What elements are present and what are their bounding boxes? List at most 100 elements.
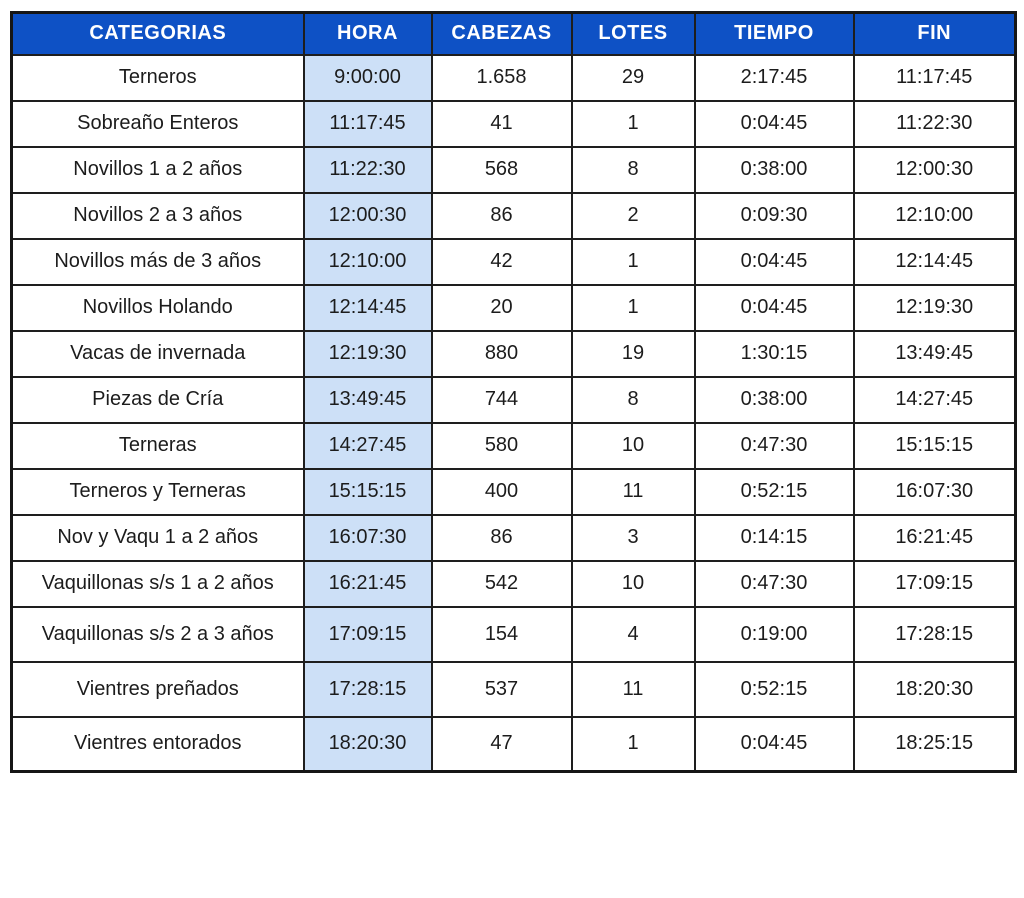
table-row: Vientres entorados 18:20:30 47 1 0:04:45… (10, 715, 1017, 773)
cell-tiempo: 0:04:45 (693, 715, 855, 773)
cell-categoria: Terneras (10, 421, 305, 470)
cell-categoria: Vientres entorados (10, 715, 305, 773)
cell-categoria: Nov y Vaqu 1 a 2 años (10, 513, 305, 562)
cell-lotes: 1 (570, 237, 696, 286)
cell-cabezas: 580 (430, 421, 573, 470)
table-row: Vaquillonas s/s 2 a 3 años 17:09:15 154 … (10, 605, 1017, 663)
cell-tiempo: 0:38:00 (693, 375, 855, 424)
cell-lotes: 1 (570, 283, 696, 332)
cell-cabezas: 537 (430, 660, 573, 718)
cell-fin: 17:28:15 (852, 605, 1017, 663)
cell-hora: 13:49:45 (302, 375, 433, 424)
cell-categoria: Terneros y Terneras (10, 467, 305, 516)
cell-categoria: Vaquillonas s/s 2 a 3 años (10, 605, 305, 663)
cell-cabezas: 744 (430, 375, 573, 424)
table-row: Vacas de invernada 12:19:30 880 19 1:30:… (10, 329, 1017, 378)
cell-tiempo: 2:17:45 (693, 53, 855, 102)
cell-fin: 12:00:30 (852, 145, 1017, 194)
cell-cabezas: 86 (430, 513, 573, 562)
column-header-cabezas: CABEZAS (430, 11, 573, 56)
table-row: Novillos más de 3 años 12:10:00 42 1 0:0… (10, 237, 1017, 286)
cell-categoria: Novillos Holando (10, 283, 305, 332)
cell-hora: 18:20:30 (302, 715, 433, 773)
cell-tiempo: 0:47:30 (693, 421, 855, 470)
cell-categoria: Piezas de Cría (10, 375, 305, 424)
cell-cabezas: 568 (430, 145, 573, 194)
cell-tiempo: 0:04:45 (693, 237, 855, 286)
cell-hora: 9:00:00 (302, 53, 433, 102)
table-row: Sobreaño Enteros 11:17:45 41 1 0:04:45 1… (10, 99, 1017, 148)
cell-tiempo: 0:38:00 (693, 145, 855, 194)
table-row: Piezas de Cría 13:49:45 744 8 0:38:00 14… (10, 375, 1017, 424)
cell-categoria: Vacas de invernada (10, 329, 305, 378)
cell-fin: 11:22:30 (852, 99, 1017, 148)
table-row: Vientres preñados 17:28:15 537 11 0:52:1… (10, 660, 1017, 718)
cell-lotes: 19 (570, 329, 696, 378)
column-header-fin: FIN (852, 11, 1017, 56)
cell-cabezas: 41 (430, 99, 573, 148)
cell-fin: 17:09:15 (852, 559, 1017, 608)
cell-fin: 14:27:45 (852, 375, 1017, 424)
cell-lotes: 1 (570, 715, 696, 773)
cell-categoria: Novillos 2 a 3 años (10, 191, 305, 240)
cell-lotes: 1 (570, 99, 696, 148)
cell-hora: 14:27:45 (302, 421, 433, 470)
table-row: Vaquillonas s/s 1 a 2 años 16:21:45 542 … (10, 559, 1017, 608)
cell-tiempo: 0:52:15 (693, 660, 855, 718)
column-header-hora: HORA (302, 11, 433, 56)
cell-lotes: 4 (570, 605, 696, 663)
cell-categoria: Sobreaño Enteros (10, 99, 305, 148)
table-row: Novillos 2 a 3 años 12:00:30 86 2 0:09:3… (10, 191, 1017, 240)
cell-fin: 13:49:45 (852, 329, 1017, 378)
auction-schedule-table-wrap: CATEGORIAS HORA CABEZAS LOTES TIEMPO FIN… (10, 11, 1017, 773)
table-row: Terneros 9:00:00 1.658 29 2:17:45 11:17:… (10, 53, 1017, 102)
cell-lotes: 8 (570, 145, 696, 194)
cell-tiempo: 0:52:15 (693, 467, 855, 516)
cell-fin: 11:17:45 (852, 53, 1017, 102)
cell-hora: 12:10:00 (302, 237, 433, 286)
table-row: Nov y Vaqu 1 a 2 años 16:07:30 86 3 0:14… (10, 513, 1017, 562)
cell-lotes: 29 (570, 53, 696, 102)
cell-lotes: 10 (570, 559, 696, 608)
cell-categoria: Vaquillonas s/s 1 a 2 años (10, 559, 305, 608)
cell-lotes: 8 (570, 375, 696, 424)
cell-fin: 15:15:15 (852, 421, 1017, 470)
cell-hora: 12:19:30 (302, 329, 433, 378)
cell-tiempo: 0:19:00 (693, 605, 855, 663)
cell-lotes: 10 (570, 421, 696, 470)
cell-cabezas: 542 (430, 559, 573, 608)
cell-cabezas: 400 (430, 467, 573, 516)
cell-categoria: Novillos más de 3 años (10, 237, 305, 286)
cell-cabezas: 86 (430, 191, 573, 240)
cell-categoria: Novillos 1 a 2 años (10, 145, 305, 194)
cell-cabezas: 47 (430, 715, 573, 773)
cell-tiempo: 0:47:30 (693, 559, 855, 608)
column-header-categorias: CATEGORIAS (10, 11, 305, 56)
cell-fin: 12:19:30 (852, 283, 1017, 332)
cell-hora: 12:14:45 (302, 283, 433, 332)
cell-fin: 16:21:45 (852, 513, 1017, 562)
cell-cabezas: 42 (430, 237, 573, 286)
cell-lotes: 11 (570, 660, 696, 718)
cell-fin: 18:25:15 (852, 715, 1017, 773)
cell-hora: 11:22:30 (302, 145, 433, 194)
cell-lotes: 3 (570, 513, 696, 562)
cell-fin: 18:20:30 (852, 660, 1017, 718)
cell-categoria: Vientres preñados (10, 660, 305, 718)
cell-hora: 16:21:45 (302, 559, 433, 608)
cell-fin: 16:07:30 (852, 467, 1017, 516)
table-header-row: CATEGORIAS HORA CABEZAS LOTES TIEMPO FIN (10, 11, 1017, 56)
table-row: Novillos 1 a 2 años 11:22:30 568 8 0:38:… (10, 145, 1017, 194)
cell-lotes: 11 (570, 467, 696, 516)
cell-tiempo: 0:04:45 (693, 283, 855, 332)
cell-cabezas: 20 (430, 283, 573, 332)
cell-hora: 15:15:15 (302, 467, 433, 516)
cell-tiempo: 0:04:45 (693, 99, 855, 148)
table-row: Terneras 14:27:45 580 10 0:47:30 15:15:1… (10, 421, 1017, 470)
cell-hora: 16:07:30 (302, 513, 433, 562)
cell-hora: 17:28:15 (302, 660, 433, 718)
cell-categoria: Terneros (10, 53, 305, 102)
cell-cabezas: 154 (430, 605, 573, 663)
cell-cabezas: 1.658 (430, 53, 573, 102)
